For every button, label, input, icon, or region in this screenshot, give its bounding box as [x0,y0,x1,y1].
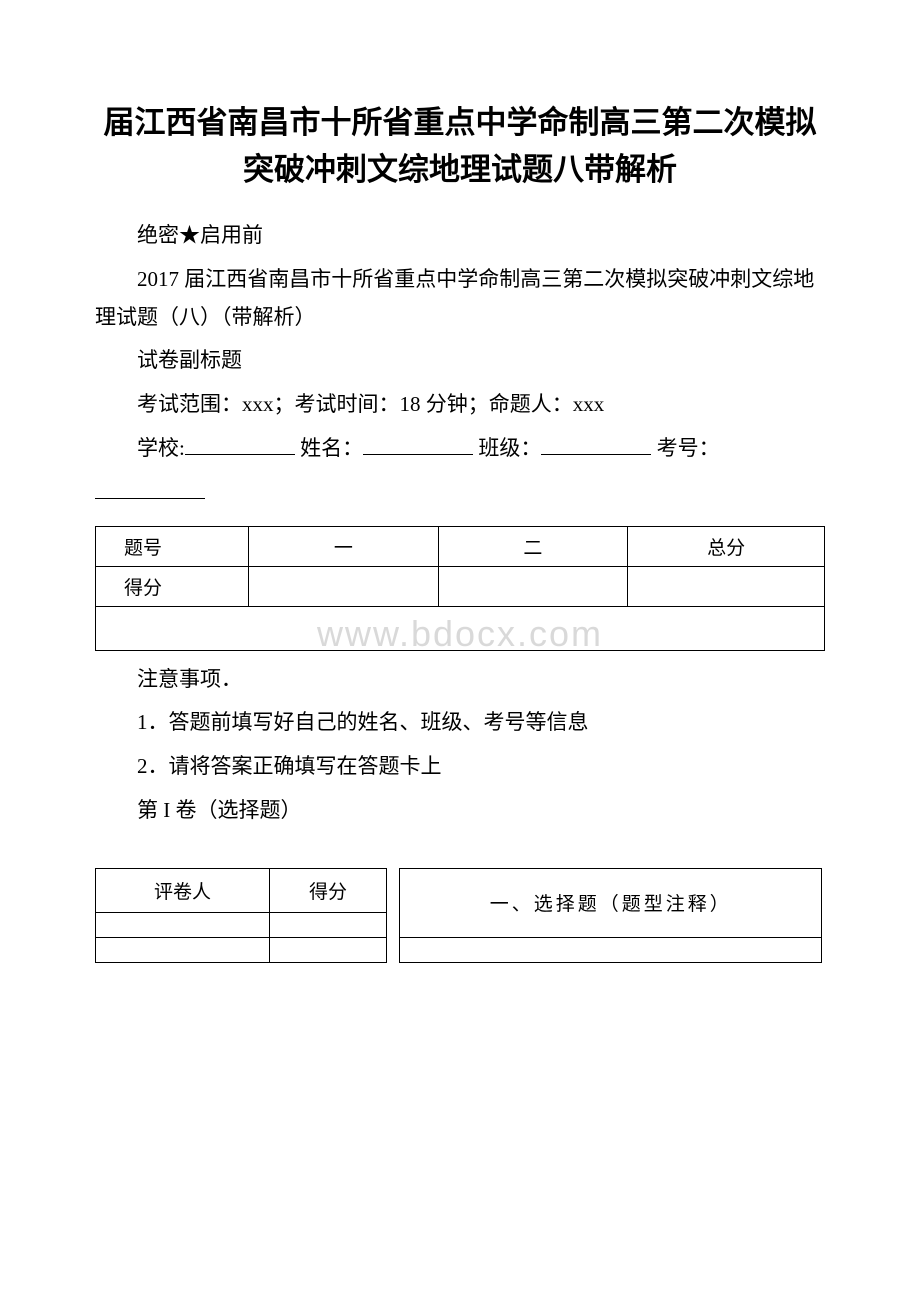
scope-line: 考试范围：xxx；考试时间：18 分钟；命题人：xxx [95,386,825,424]
grader-blank[interactable] [269,937,386,962]
student-info-line: 学校: 姓名： 班级： 考号： [95,430,825,468]
section-blank [400,937,822,962]
examno-blank[interactable] [95,476,205,499]
score-col2: 二 [438,526,628,566]
watermark-text: www.bdocx.com [95,613,825,655]
section-label: 一、选择题（题型注释） [400,868,822,937]
class-blank[interactable] [541,432,651,455]
section-label-table: 一、选择题（题型注释） [399,868,822,963]
document-title: 届江西省南昌市十所省重点中学命制高三第二次模拟突破冲刺文综地理试题八带解析 [95,100,825,193]
examno-label: 考号： [657,436,720,460]
part1-heading: 第 I 卷（选择题） [95,792,825,830]
score-cell-blank[interactable] [628,566,825,606]
score-col3: 总分 [628,526,825,566]
grader-blank[interactable] [96,912,270,937]
section-tables: 评卷人 得分 一、选择题（题型注释） [95,868,825,963]
class-label: 班级： [478,436,541,460]
table-row [96,937,387,962]
name-label: 姓名： [300,436,363,460]
school-label: 学校: [137,436,185,460]
table-row [96,912,387,937]
notice-heading: 注意事项． [95,661,825,699]
score-row2-label: 得分 [96,566,249,606]
grader-blank[interactable] [269,912,386,937]
notice-2: 2．请将答案正确填写在答题卡上 [95,748,825,786]
secrecy-line: 绝密★启用前 [95,217,825,255]
grader-col1: 评卷人 [96,868,270,912]
table-row: 得分 [96,566,825,606]
grader-blank[interactable] [96,937,270,962]
score-col1: 一 [249,526,439,566]
grader-table: 评卷人 得分 [95,868,387,963]
notice-1: 1．答题前填写好自己的姓名、班级、考号等信息 [95,704,825,742]
table-row: 一、选择题（题型注释） [400,868,822,937]
description: 2017 届江西省南昌市十所省重点中学命制高三第二次模拟突破冲刺文综地理试题（八… [95,261,825,337]
score-cell-blank[interactable] [438,566,628,606]
table-row [400,937,822,962]
table-row: 题号 一 二 总分 [96,526,825,566]
table-row: 评卷人 得分 [96,868,387,912]
subtitle: 试卷副标题 [95,342,825,380]
score-row1-label: 题号 [96,526,249,566]
name-blank[interactable] [363,432,473,455]
grader-col2: 得分 [269,868,386,912]
school-blank[interactable] [185,432,295,455]
score-cell-blank[interactable] [249,566,439,606]
student-info-line-2 [95,474,825,512]
